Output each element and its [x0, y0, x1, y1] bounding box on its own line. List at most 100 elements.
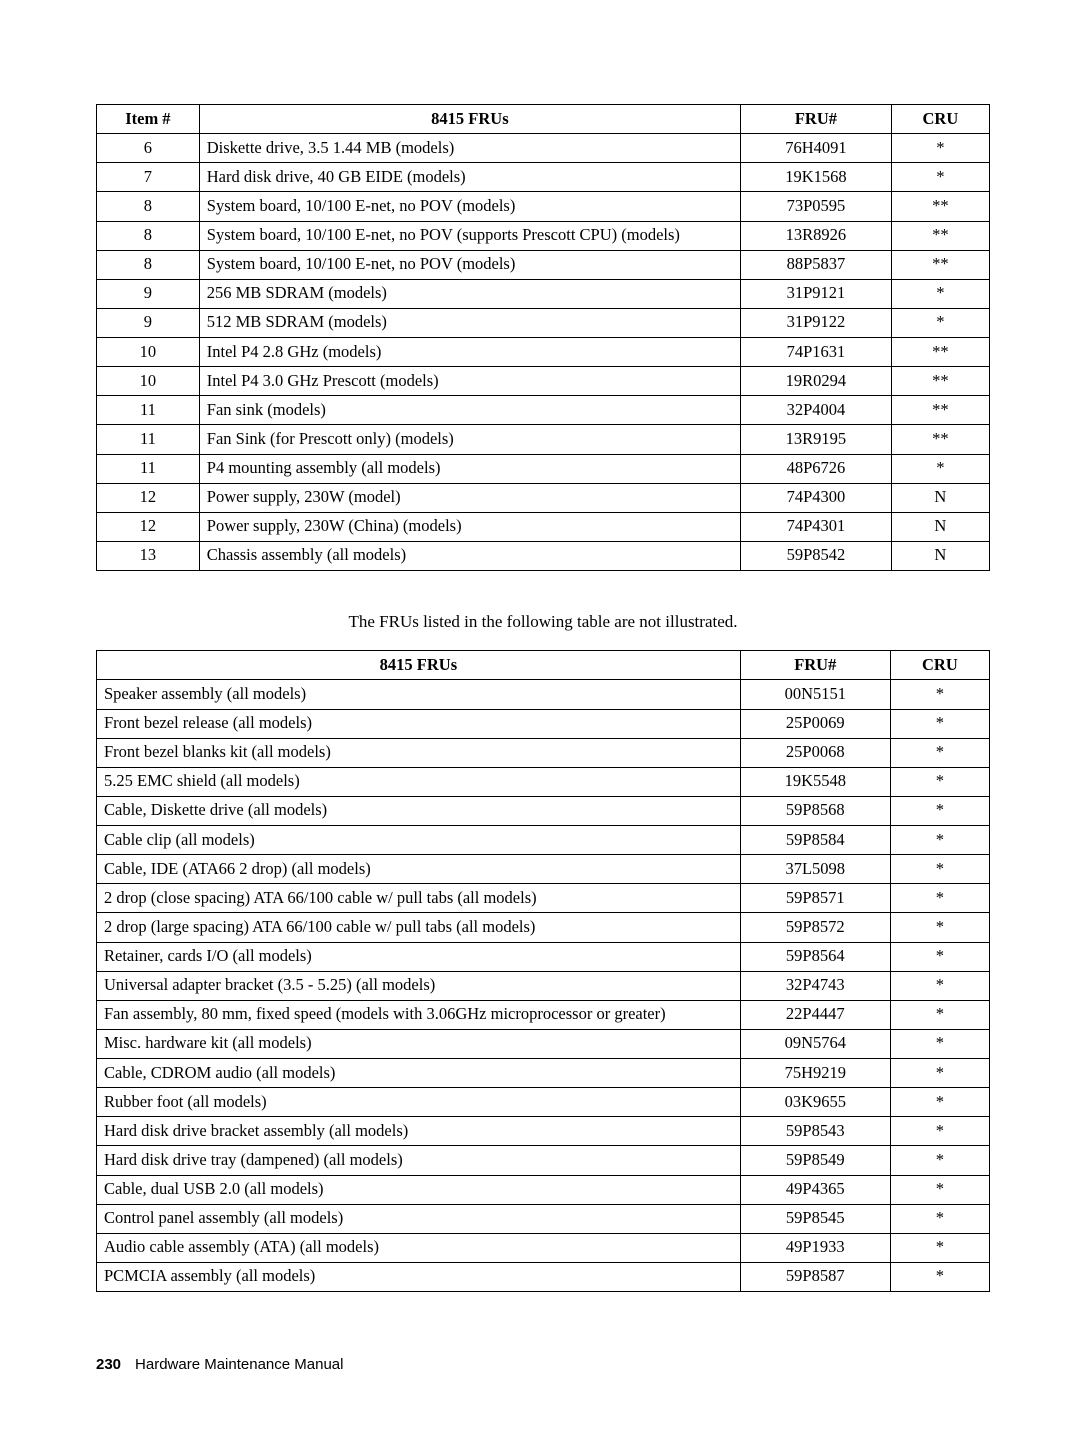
cell-desc: Universal adapter bracket (3.5 - 5.25) (… [97, 971, 741, 1000]
cell-cru: N [891, 541, 989, 570]
cell-cru: * [890, 796, 989, 825]
table-row: Hard disk drive tray (dampened) (all mod… [97, 1146, 990, 1175]
table-row: 2 drop (close spacing) ATA 66/100 cable … [97, 884, 990, 913]
cell-fru: 37L5098 [740, 855, 890, 884]
cell-desc: Rubber foot (all models) [97, 1088, 741, 1117]
cell-fru: 74P4301 [741, 512, 892, 541]
footer-title: Hardware Maintenance Manual [135, 1356, 343, 1373]
cell-fru: 59P8584 [740, 826, 890, 855]
cell-fru: 59P8542 [741, 541, 892, 570]
cell-desc: Cable, dual USB 2.0 (all models) [97, 1175, 741, 1204]
cell-item: 12 [97, 512, 200, 541]
cell-cru: * [890, 884, 989, 913]
cell-fru: 25P0068 [740, 738, 890, 767]
cell-cru: * [890, 709, 989, 738]
cell-cru: * [890, 680, 989, 709]
cell-fru: 13R8926 [741, 221, 892, 250]
table-row: 11P4 mounting assembly (all models)48P67… [97, 454, 990, 483]
cell-cru: * [891, 134, 989, 163]
cell-desc: 256 MB SDRAM (models) [199, 279, 740, 308]
cell-desc: Power supply, 230W (model) [199, 483, 740, 512]
cell-desc: Front bezel blanks kit (all models) [97, 738, 741, 767]
cell-item: 8 [97, 192, 200, 221]
cell-desc: Front bezel release (all models) [97, 709, 741, 738]
cell-fru: 73P0595 [741, 192, 892, 221]
page-number: 230 [96, 1356, 121, 1373]
cell-desc: Cable clip (all models) [97, 826, 741, 855]
cell-desc: Misc. hardware kit (all models) [97, 1029, 741, 1058]
cell-desc: Control panel assembly (all models) [97, 1204, 741, 1233]
table-row: Audio cable assembly (ATA) (all models)4… [97, 1233, 990, 1262]
col-fru: FRU# [741, 105, 892, 134]
table-row: 8System board, 10/100 E-net, no POV (mod… [97, 250, 990, 279]
cell-fru: 31P9121 [741, 279, 892, 308]
table-row: 12Power supply, 230W (model)74P4300N [97, 483, 990, 512]
cell-desc: Intel P4 2.8 GHz (models) [199, 338, 740, 367]
cell-cru: ** [891, 396, 989, 425]
table-row: 11Fan Sink (for Prescott only) (models)1… [97, 425, 990, 454]
cell-item: 8 [97, 250, 200, 279]
cell-fru: 49P1933 [740, 1233, 890, 1262]
cell-item: 6 [97, 134, 200, 163]
cell-fru: 59P8543 [740, 1117, 890, 1146]
cell-desc: Retainer, cards I/O (all models) [97, 942, 741, 971]
table-row: 13Chassis assembly (all models)59P8542N [97, 541, 990, 570]
cell-desc: P4 mounting assembly (all models) [199, 454, 740, 483]
table-row: Cable, dual USB 2.0 (all models)49P4365* [97, 1175, 990, 1204]
table-row: 8System board, 10/100 E-net, no POV (mod… [97, 192, 990, 221]
col-desc: 8415 FRUs [97, 651, 741, 680]
cell-fru: 59P8572 [740, 913, 890, 942]
cell-fru: 03K9655 [740, 1088, 890, 1117]
cell-cru: * [890, 1233, 989, 1262]
cell-cru: * [890, 738, 989, 767]
cell-cru: * [891, 454, 989, 483]
col-item: Item # [97, 105, 200, 134]
table-row: 7Hard disk drive, 40 GB EIDE (models)19K… [97, 163, 990, 192]
table-row: 5.25 EMC shield (all models)19K5548* [97, 767, 990, 796]
cell-cru: ** [891, 192, 989, 221]
cell-desc: Chassis assembly (all models) [199, 541, 740, 570]
cell-cru: ** [891, 338, 989, 367]
col-fru: FRU# [740, 651, 890, 680]
cell-fru: 13R9195 [741, 425, 892, 454]
table-row: Control panel assembly (all models)59P85… [97, 1204, 990, 1233]
cell-item: 9 [97, 279, 200, 308]
cell-desc: Fan sink (models) [199, 396, 740, 425]
cell-cru: ** [891, 367, 989, 396]
table-row: Hard disk drive bracket assembly (all mo… [97, 1117, 990, 1146]
cell-cru: N [891, 512, 989, 541]
cell-desc: System board, 10/100 E-net, no POV (mode… [199, 192, 740, 221]
cell-fru: 75H9219 [740, 1059, 890, 1088]
cell-desc: Speaker assembly (all models) [97, 680, 741, 709]
cell-fru: 09N5764 [740, 1029, 890, 1058]
cell-cru: * [890, 1059, 989, 1088]
cell-desc: 2 drop (large spacing) ATA 66/100 cable … [97, 913, 741, 942]
cell-item: 13 [97, 541, 200, 570]
cell-fru: 22P4447 [740, 1000, 890, 1029]
cell-desc: PCMCIA assembly (all models) [97, 1262, 741, 1291]
cell-cru: * [890, 767, 989, 796]
cell-desc: Cable, CDROM audio (all models) [97, 1059, 741, 1088]
cell-fru: 59P8568 [740, 796, 890, 825]
cell-item: 10 [97, 367, 200, 396]
table-row: Cable clip (all models)59P8584* [97, 826, 990, 855]
table-row: 9512 MB SDRAM (models)31P9122* [97, 308, 990, 337]
cell-item: 11 [97, 454, 200, 483]
table-row: 11Fan sink (models)32P4004** [97, 396, 990, 425]
fru-table-2: 8415 FRUs FRU# CRU Speaker assembly (all… [96, 650, 990, 1292]
cell-desc: Intel P4 3.0 GHz Prescott (models) [199, 367, 740, 396]
table-row: Speaker assembly (all models)00N5151* [97, 680, 990, 709]
table-row: Front bezel release (all models)25P0069* [97, 709, 990, 738]
cell-fru: 59P8571 [740, 884, 890, 913]
cell-cru: * [890, 826, 989, 855]
cell-item: 8 [97, 221, 200, 250]
cell-cru: * [890, 1117, 989, 1146]
table-row: 10Intel P4 3.0 GHz Prescott (models)19R0… [97, 367, 990, 396]
table-row: 6Diskette drive, 3.5 1.44 MB (models)76H… [97, 134, 990, 163]
cell-fru: 74P4300 [741, 483, 892, 512]
cell-desc: Hard disk drive, 40 GB EIDE (models) [199, 163, 740, 192]
cell-desc: Hard disk drive bracket assembly (all mo… [97, 1117, 741, 1146]
cell-cru: * [890, 1175, 989, 1204]
table-row: 12Power supply, 230W (China) (models)74P… [97, 512, 990, 541]
table-row: Misc. hardware kit (all models)09N5764* [97, 1029, 990, 1058]
